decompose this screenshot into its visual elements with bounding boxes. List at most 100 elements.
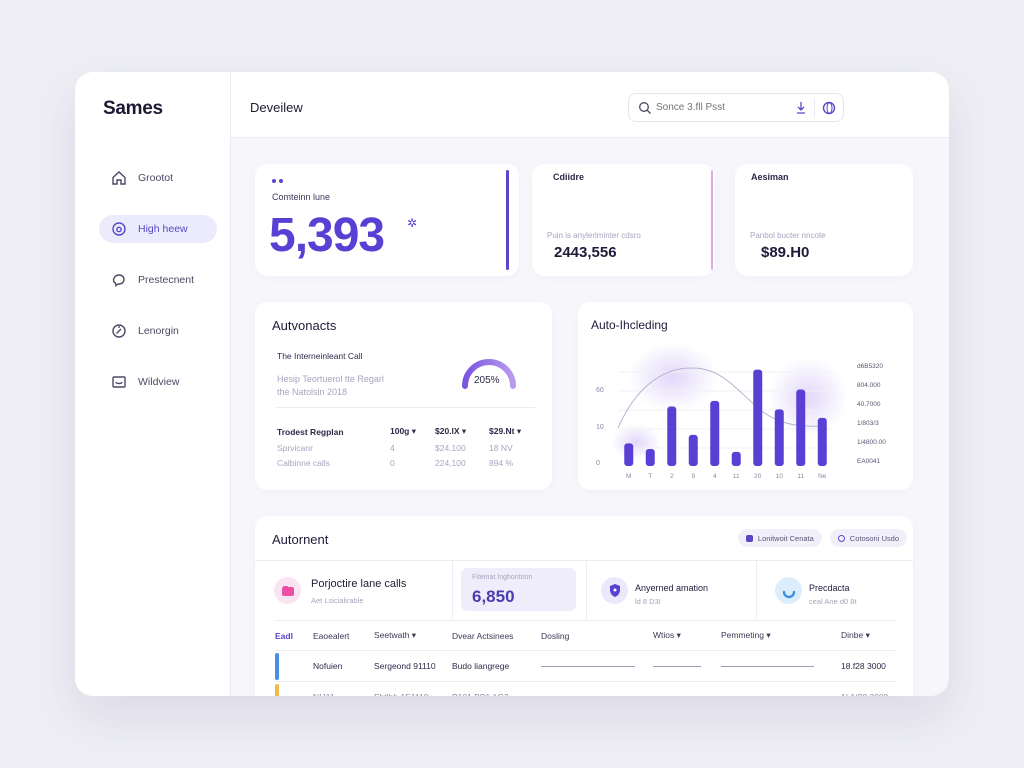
table-cell — [653, 665, 721, 667]
sidebar-item-prestecnent[interactable]: Prestecnent — [99, 266, 217, 294]
column-header[interactable]: Seetwath ▾ — [374, 630, 417, 640]
svg-text:11: 11 — [733, 473, 740, 480]
status-color-bar — [275, 683, 279, 696]
table-header: Trodest Regplan 100g ▾ $20.lX ▾ $29.Nt ▾ — [277, 424, 533, 439]
summary-table: Trodest Regplan 100g ▾ $20.lX ▾ $29.Nt ▾… — [277, 424, 533, 470]
stat-name: Porjoctire lane calls — [311, 578, 407, 590]
svg-text:40.7000: 40.7000 — [857, 401, 881, 408]
table-row[interactable]: NIJ11 Ebtlbb 1E1110 B101 BB1 1G3 1L1/28 … — [275, 682, 897, 696]
svg-text:Ne: Ne — [818, 473, 827, 480]
divider — [276, 407, 535, 408]
refresh-icon — [837, 534, 845, 542]
card-description: Hesip Teortuerol tte Regarl the Natolsin… — [277, 374, 384, 397]
chat-icon — [112, 274, 125, 288]
svg-text:1/4800.00: 1/4800.00 — [857, 439, 886, 446]
svg-text:10: 10 — [596, 424, 604, 431]
table-cell: Budo liangrege — [452, 661, 510, 671]
table-row[interactable]: Nofuien Sergeond 91110 Budo liangrege 18… — [275, 651, 897, 682]
table-cell: Sergeond 91110 — [374, 661, 436, 671]
kpi-subtitle: Panbol bucter nncote — [750, 231, 826, 240]
column-header[interactable]: Wtios ▾ — [653, 630, 681, 640]
column-header[interactable]: Dinbe ▾ — [841, 630, 870, 640]
sidebar: Sames Grootot High heew Prestecnent Leno… — [75, 72, 231, 696]
dots-icon — [272, 170, 286, 188]
card-title: Autvonacts — [272, 318, 337, 333]
sidebar-item-label: Prestecnent — [138, 274, 195, 286]
table-cell: 0 — [390, 457, 395, 468]
button-label: Cotosoni Usdo — [849, 533, 899, 543]
button-label: Lonitwoit Cenata — [757, 533, 814, 543]
column-header[interactable]: 100g ▾ — [390, 426, 417, 436]
svg-text:11: 11 — [797, 473, 804, 480]
accent-bar — [506, 170, 509, 270]
progress-line — [541, 665, 635, 667]
sidebar-item-wildview[interactable]: Wildview — [99, 368, 217, 396]
table-cell: Calbinne calls — [277, 457, 330, 468]
kpi-value: 2443,556 — [554, 244, 617, 261]
svg-text:M: M — [626, 473, 631, 480]
stat-item[interactable]: Porjoctire lane calls Aet Lsicialirable — [255, 561, 453, 619]
stat-highlight[interactable]: Fitemat Inghontnon 6,850 — [453, 561, 587, 619]
sidebar-item-grootot[interactable]: Grootot — [99, 164, 217, 192]
stat-item[interactable]: Anyerned amation ld 8 D3I — [587, 561, 757, 619]
svg-text:EA0041: EA0041 — [857, 458, 881, 465]
search-icon — [639, 101, 651, 114]
table-cell: $24.100 — [435, 442, 466, 453]
table-cell: Nofuien — [313, 661, 343, 671]
kpi-value: $89.H0 — [761, 244, 810, 261]
search-divider — [814, 98, 815, 118]
column-header: Trodest Regplan — [277, 426, 344, 437]
progress-line — [653, 665, 701, 667]
column-header[interactable]: Dosling — [541, 630, 570, 641]
svg-text:2: 2 — [670, 473, 674, 480]
table-cell: Sprvicanr — [277, 442, 313, 453]
kpi-title: Aesiman — [751, 172, 789, 182]
search-input[interactable] — [656, 102, 786, 113]
bar-chart: 60 10 0 M T 2 9 4 11 20 10 11 Ne d6B5320 804.000 40.700… — [596, 342, 886, 480]
stat-subtitle: ceal Ane d0 8t — [809, 597, 857, 606]
highlight-box: Fitemat Inghontnon 6,850 — [461, 568, 576, 611]
svg-text:10: 10 — [776, 473, 784, 480]
svg-text:1/803/3: 1/803/3 — [857, 420, 879, 427]
sidebar-item-high-heew[interactable]: High heew — [99, 215, 217, 243]
column-header[interactable]: Dvear Actsinees — [452, 630, 514, 641]
column-header[interactable]: $20.lX ▾ — [435, 426, 467, 436]
table-cell: 18.f28 3000 — [841, 661, 886, 671]
home-icon — [112, 171, 126, 185]
stat-name: Anyerned amation — [635, 583, 709, 593]
topbar: Deveilew — [231, 72, 949, 138]
action-button[interactable]: Cotosoni Usdo — [829, 529, 907, 547]
column-header[interactable]: Eaoealert — [313, 630, 350, 641]
brand-logo: Sames — [103, 98, 163, 119]
stat-subtitle: Aet Lsicialirable — [311, 596, 364, 605]
action-button[interactable]: Lonitwoit Cenata — [737, 529, 822, 547]
table-cell: 894 % — [489, 457, 514, 468]
table-cell: 18 NV — [489, 442, 513, 453]
column-header[interactable]: Eadl — [275, 630, 293, 641]
inbox-icon — [112, 376, 126, 388]
card-actions: Lonitwoit Cenata Cotosoni Usdo — [737, 529, 907, 547]
mic-icon[interactable] — [795, 101, 807, 115]
svg-text:T: T — [648, 473, 652, 480]
status-color-cell — [275, 683, 313, 696]
column-header[interactable]: $29.Nt ▾ — [489, 426, 522, 436]
table-row: Sprvicanr 4 $24.100 18 NV — [277, 440, 533, 455]
sparkle-icon: ✲ — [407, 216, 418, 230]
stat-subtitle: ld 8 D3I — [635, 597, 661, 606]
table-cell — [721, 665, 841, 667]
search-box[interactable] — [628, 93, 844, 122]
column-header[interactable]: Pemmeting ▾ — [721, 630, 771, 640]
folder-icon — [274, 577, 301, 604]
sidebar-item-lenorgin[interactable]: Lenorgin — [99, 317, 217, 345]
globe-icon[interactable] — [822, 101, 836, 115]
chart-title: Auto-Ihcleding — [591, 318, 668, 332]
gauge-value: 205% — [474, 375, 500, 386]
kpi-card-secondary: Cdiidre Puin is anylerlminter cdsro 2443… — [532, 164, 715, 276]
sync-icon — [775, 577, 802, 604]
stat-item[interactable]: Precdacta ceal Ane d0 8t — [757, 561, 897, 619]
highlight-value: 6,850 — [472, 587, 515, 606]
kpi-card-primary: Comteinn lune 5,393 ✲ — [255, 164, 519, 276]
kpi-value: 5,393 — [269, 209, 385, 262]
table-cell — [653, 691, 721, 697]
highlight-label: Fitemat Inghontnon — [472, 574, 533, 581]
